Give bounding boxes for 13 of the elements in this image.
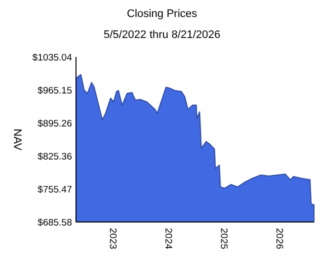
- y-tick-label: $685.58: [38, 217, 72, 228]
- x-tick-label: 2024: [162, 228, 174, 250]
- y-tick-label: $1035.04: [32, 52, 72, 64]
- chart-subtitle: 5/5/2022 thru 8/21/2026: [104, 29, 220, 41]
- x-tick-label: 2026: [273, 228, 284, 250]
- y-tick-label: $895.26: [38, 118, 72, 130]
- y-axis-title: NAV: [11, 128, 24, 152]
- y-tick-label: $755.47: [38, 184, 72, 196]
- x-tick-label: 2023: [107, 228, 118, 250]
- y-tick-label: $825.36: [38, 151, 72, 162]
- y-tick-label: $965.15: [38, 85, 72, 96]
- x-tick-label: 2025: [218, 228, 229, 250]
- chart-title: Closing Prices: [126, 8, 198, 20]
